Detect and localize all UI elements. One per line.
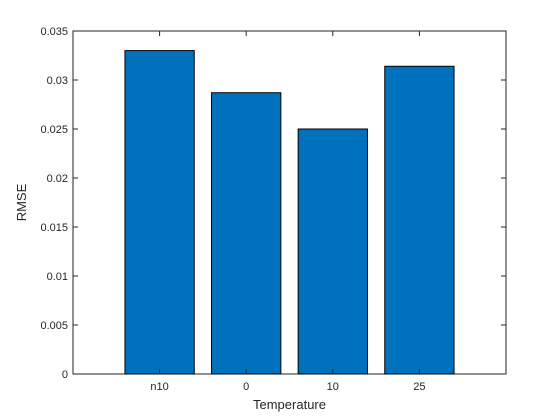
y-tick-label: 0.03 <box>47 75 68 87</box>
y-tick-label: 0.02 <box>47 173 68 185</box>
x-tick-label: 10 <box>327 381 339 393</box>
x-tick-label: 25 <box>413 381 425 393</box>
y-axis-ticks: 0 0.005 0.01 0.015 0.02 0.025 0.03 0.035 <box>40 26 506 381</box>
x-axis-label: Temperature <box>253 397 326 412</box>
x-tick-label: 0 <box>243 381 249 393</box>
bar-n10 <box>124 50 195 375</box>
x-axis-ticks: n10 0 10 25 <box>150 31 426 393</box>
bar-10 <box>297 128 368 375</box>
bars <box>124 50 455 375</box>
y-tick-label: 0.025 <box>40 124 68 136</box>
y-tick-label: 0.005 <box>40 320 68 332</box>
plot-area: 0 0.005 0.01 0.015 0.02 0.025 0.03 0.035 n10 0 10… <box>40 26 507 393</box>
bar-25 <box>384 65 455 375</box>
y-tick-label: 0.035 <box>40 26 68 38</box>
y-axis-label: RMSE <box>14 183 29 221</box>
y-tick-label: 0.015 <box>40 222 68 234</box>
y-tick-label: 0.01 <box>47 271 68 283</box>
bar-0 <box>211 92 282 375</box>
y-tick-label: 0 <box>62 369 68 381</box>
x-tick-label: n10 <box>150 381 168 393</box>
